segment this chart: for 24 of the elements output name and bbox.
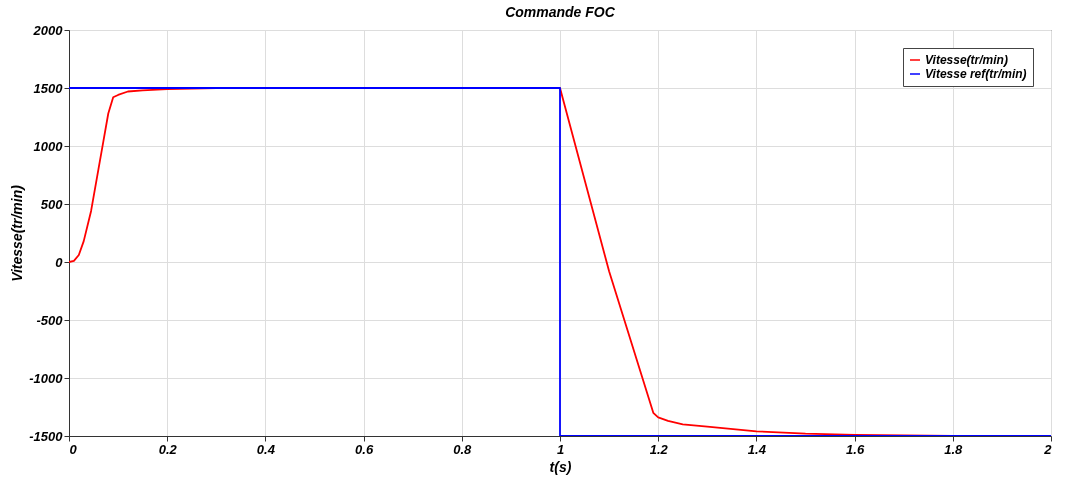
x-axis-title: t(s) [549, 458, 572, 475]
y-tick-label: -1500 [29, 428, 64, 444]
legend-label: Vitesse ref(tr/min) [925, 67, 1027, 81]
y-tick-label: 2000 [32, 22, 64, 38]
y-tick-label: 500 [40, 196, 64, 212]
y-tick-label: -1000 [29, 370, 64, 386]
x-tick-label: 1.2 [649, 441, 669, 457]
y-tick-label: 1000 [33, 138, 64, 154]
y-tick-label: 0 [55, 254, 64, 270]
x-tick-label: 0.8 [453, 441, 473, 457]
chart-title: Commande FOC [505, 4, 616, 20]
x-tick-label: 1.4 [747, 441, 767, 457]
x-tick-label: 1 [556, 441, 565, 457]
x-tick-label: 0.6 [355, 441, 374, 457]
x-tick-label: 0 [69, 441, 78, 457]
y-tick-label: 1500 [33, 80, 64, 96]
y-tick-label: -500 [36, 312, 64, 328]
x-tick-label: 2 [1043, 441, 1053, 457]
x-tick-label: 1.6 [846, 441, 865, 457]
legend-label: Vitesse(tr/min) [925, 53, 1008, 67]
y-axis-title: Vitesse(tr/min) [9, 184, 26, 282]
x-tick-label: 1.8 [944, 441, 964, 457]
x-tick-label: 0.4 [256, 441, 276, 457]
x-tick-label: 0.2 [158, 441, 178, 457]
